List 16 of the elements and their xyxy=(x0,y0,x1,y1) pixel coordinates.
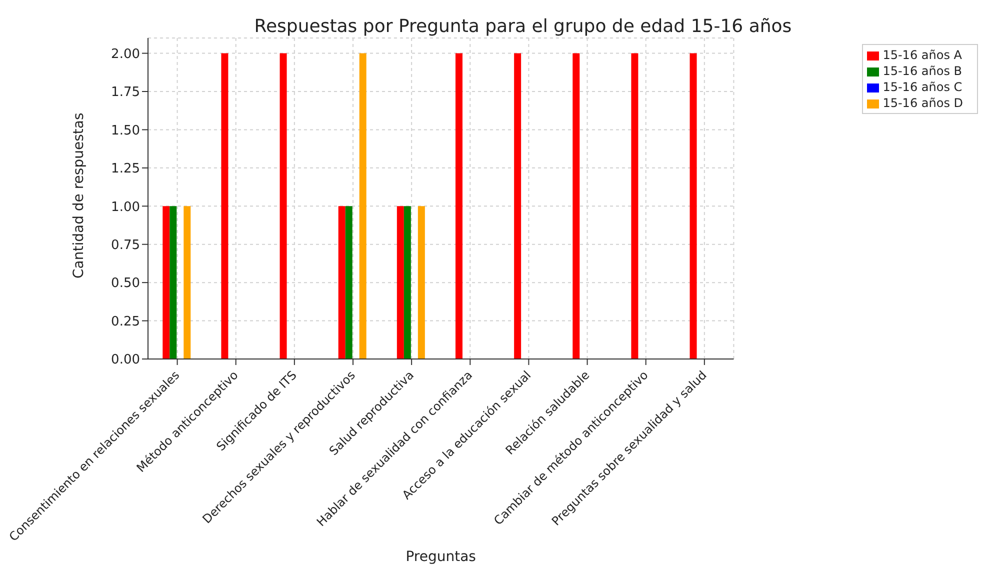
legend-label: 15-16 años B xyxy=(882,64,962,78)
y-tick-label: 0.00 xyxy=(111,352,140,368)
y-tick-label: 1.50 xyxy=(111,123,140,138)
y-tick-label: 1.75 xyxy=(111,85,140,100)
y-tick-label: 0.75 xyxy=(111,238,140,253)
y-tick-label: 0.25 xyxy=(111,314,140,330)
legend-label: 15-16 años D xyxy=(882,96,963,110)
y-tick-label: 0.50 xyxy=(111,276,140,292)
chart-title: Respuestas por Pregunta para el grupo de edad 15-16 años xyxy=(253,16,793,37)
y-axis-title: Cantidad de respuestas xyxy=(70,112,87,278)
y-tick-label: 2.00 xyxy=(111,46,140,62)
x-axis-title: Preguntas xyxy=(406,549,476,565)
legend-label: 15-16 años A xyxy=(882,48,962,62)
y-tick-label: 1.00 xyxy=(111,200,140,215)
legend-label: 15-16 años C xyxy=(882,80,962,94)
y-tick-label: 1.25 xyxy=(111,162,140,177)
